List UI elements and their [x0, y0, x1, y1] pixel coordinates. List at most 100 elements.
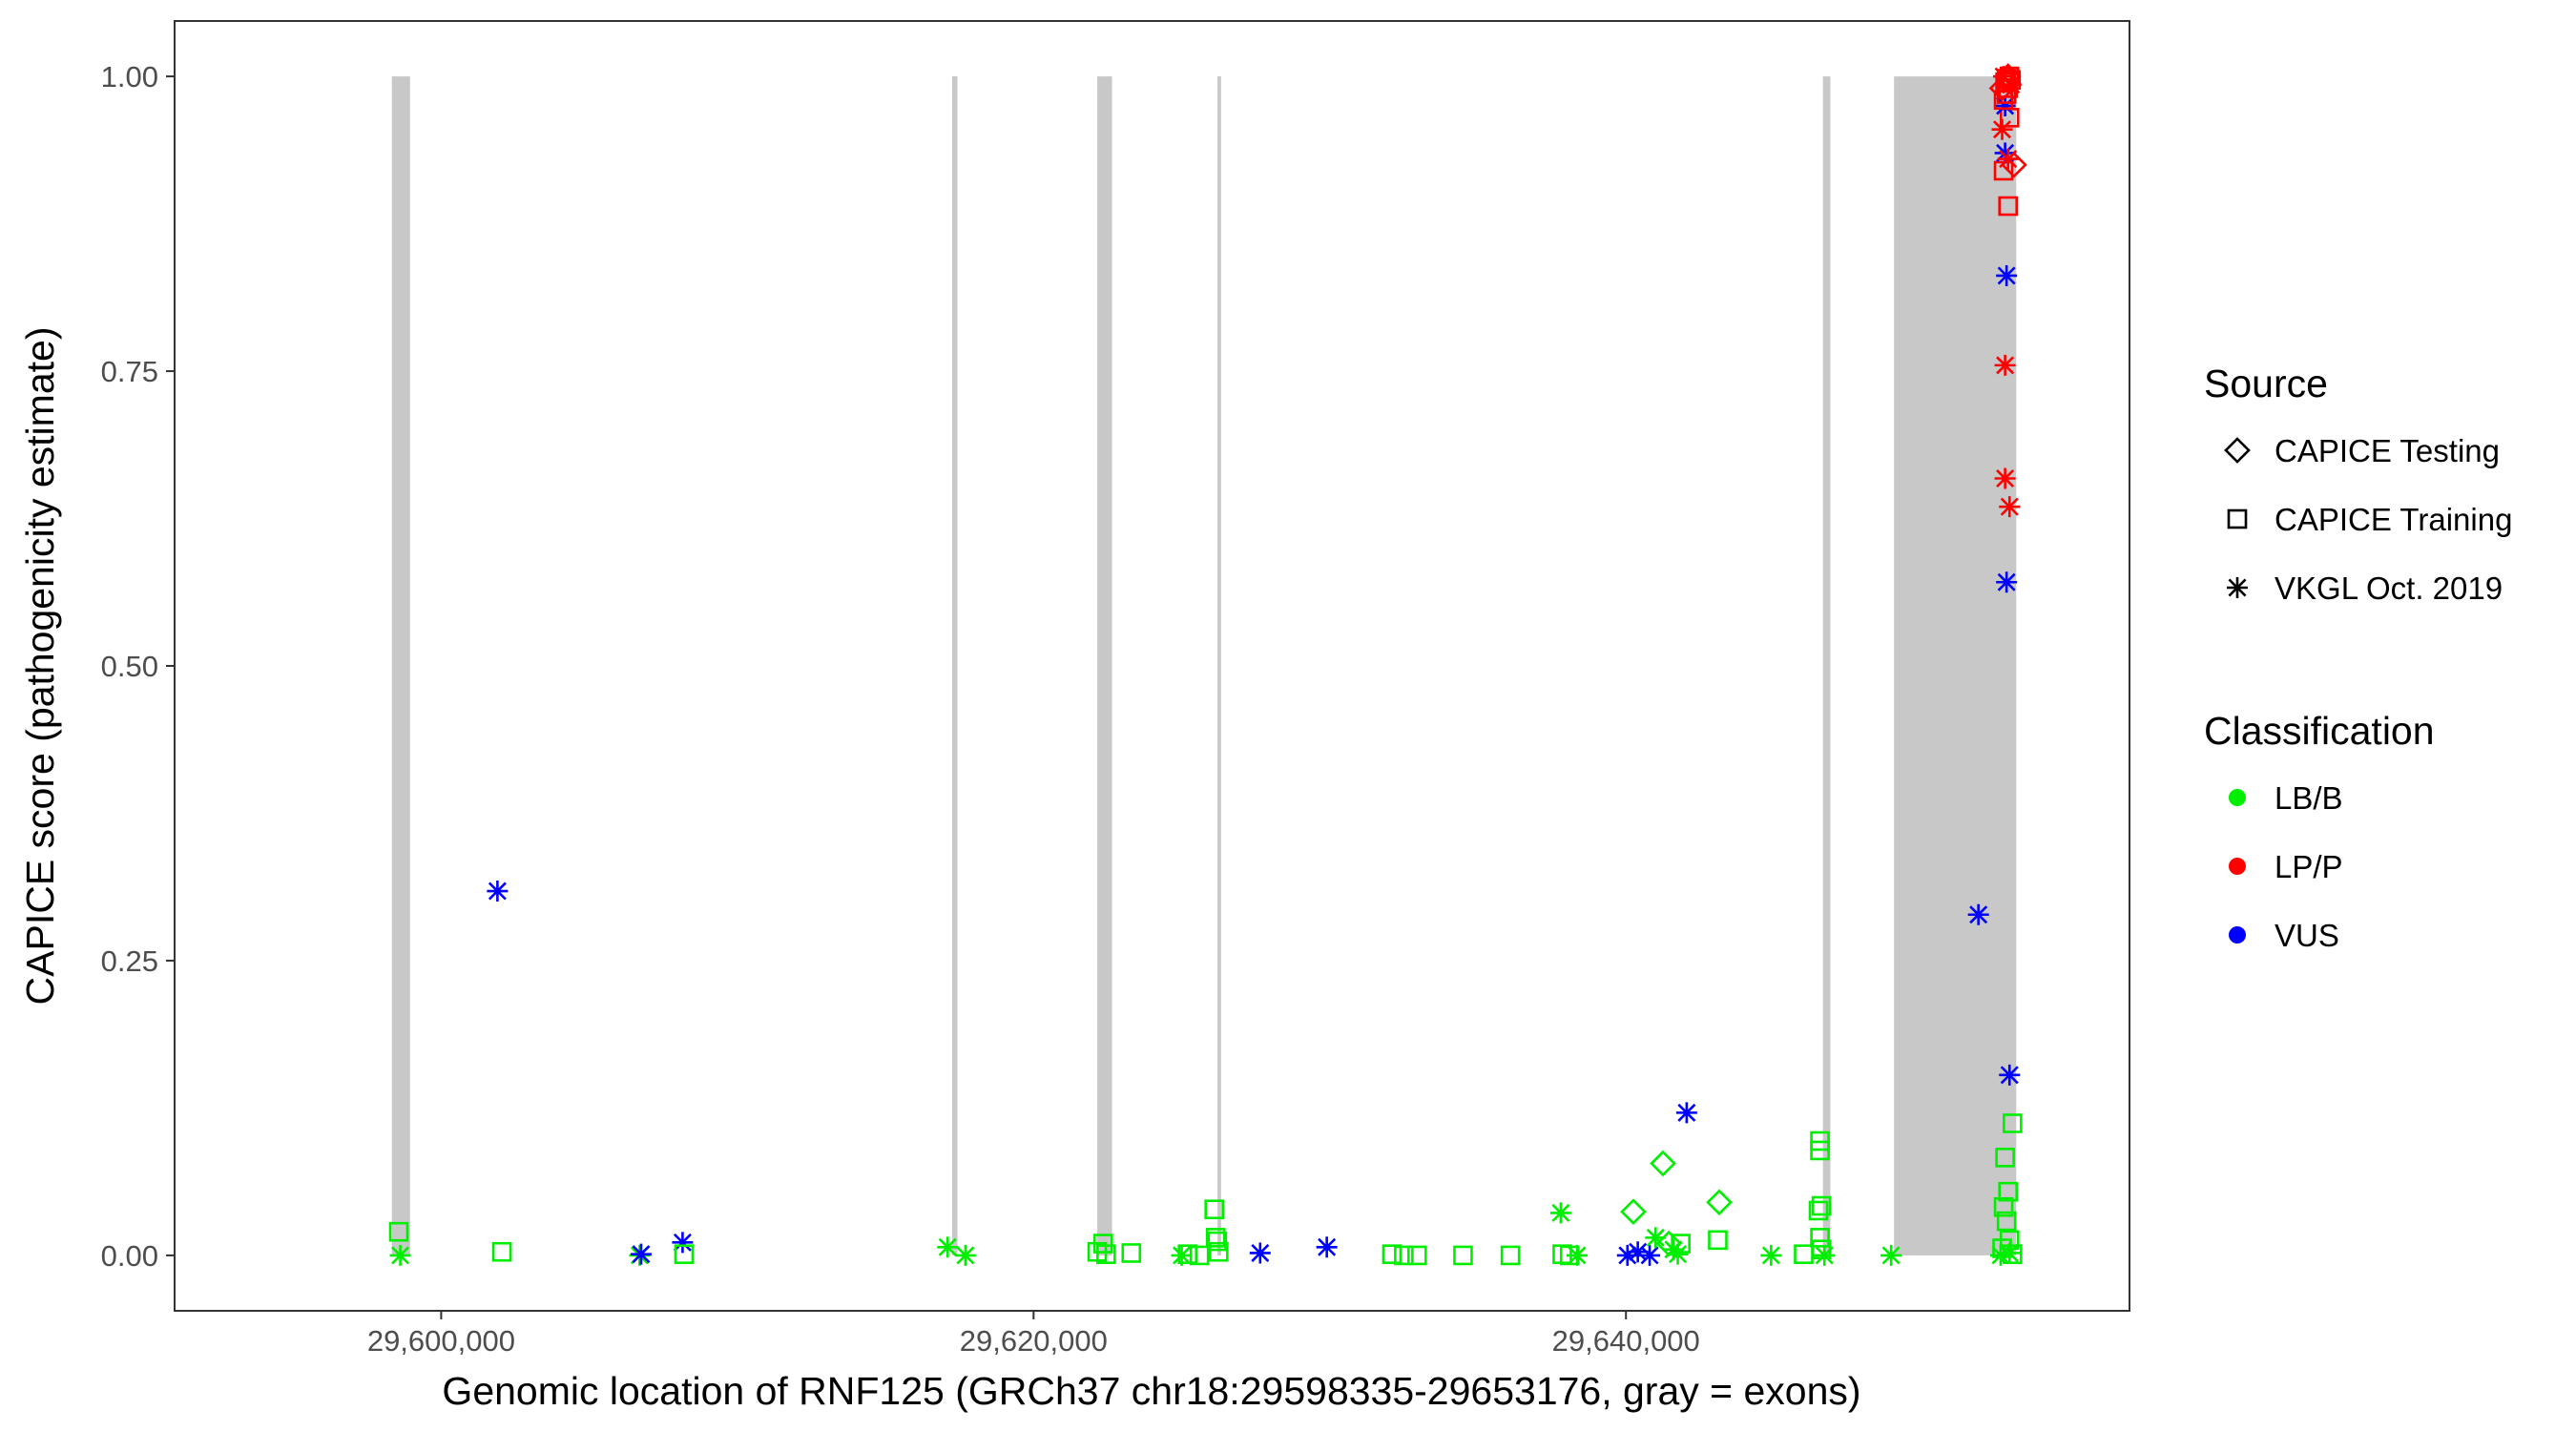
data-point: [1999, 1242, 2021, 1264]
data-point: [1249, 1242, 1271, 1264]
data-point: [1808, 1200, 1829, 1221]
x-tick-label: 29,600,000: [367, 1324, 515, 1358]
data-point: [1988, 74, 2016, 102]
legend-label: VKGL Oct. 2019: [2275, 570, 2503, 606]
exon-band-5: [1822, 76, 1831, 1255]
exon-layer: [391, 76, 2017, 1255]
data-point: [1996, 1211, 2017, 1232]
x-tick-label: 29,640,000: [1552, 1324, 1700, 1358]
data-point: [1645, 1227, 1667, 1249]
legend-key-diamond: [2224, 437, 2251, 464]
data-point: [1209, 1241, 1229, 1262]
legend-label: CAPICE Testing: [2275, 433, 2500, 468]
data-point: [1381, 1244, 1402, 1264]
data-point: [1706, 1189, 1733, 1216]
data-point: [1407, 1245, 1427, 1266]
legend-title-classification: Classification: [2204, 709, 2435, 753]
data-point: [1121, 1243, 1142, 1263]
data-point: [1616, 1244, 1638, 1266]
data-point: [674, 1244, 695, 1264]
legend-key-asterisk: [2227, 577, 2248, 598]
data-point: [1998, 196, 2019, 217]
data-point: [1627, 1241, 1649, 1263]
data-point: [1708, 1230, 1728, 1251]
data-point: [1207, 1231, 1228, 1252]
exon-band-3: [1097, 76, 1112, 1255]
legend-key-color: [2229, 789, 2246, 806]
data-point: [1204, 1199, 1224, 1220]
legend-key-color: [2229, 926, 2246, 944]
data-point: [1453, 1245, 1473, 1266]
legend-colors: LB/B LP/P VUS: [2229, 780, 2343, 953]
data-point: [1994, 354, 2016, 376]
data-point: [1667, 1243, 1689, 1265]
y-tick-label: 0.75: [101, 355, 158, 388]
legend-key-color: [2229, 858, 2246, 875]
data-point: [1998, 1181, 2019, 1202]
exon-band-4: [1217, 76, 1221, 1255]
data-point: [1995, 1148, 2015, 1168]
data-point: [1811, 1195, 1832, 1216]
exon-band-1: [391, 76, 410, 1255]
data-point: [1171, 1244, 1193, 1266]
data-point: [1205, 1228, 1226, 1248]
data-point: [491, 1241, 512, 1262]
data-point: [1997, 148, 2019, 170]
data-point: [1814, 1244, 1836, 1266]
point-layer: [388, 63, 2027, 1266]
data-point: [1996, 264, 2018, 286]
data-point: [1810, 1140, 1830, 1161]
data-point: [389, 1244, 411, 1266]
y-axis-title: CAPICE score (pathogenicity estimate): [18, 327, 62, 1006]
data-point: [1999, 496, 2021, 518]
data-point: [672, 1232, 694, 1254]
data-point: [1650, 1150, 1676, 1177]
data-point: [937, 1236, 959, 1258]
data-point: [1567, 1244, 1588, 1266]
data-point: [1999, 1064, 2021, 1086]
legend-title-source: Source: [2204, 362, 2328, 405]
data-point: [1189, 1245, 1210, 1266]
y-tick-label: 0.00: [101, 1239, 158, 1273]
data-point: [1994, 63, 2022, 90]
data-point: [1500, 1245, 1521, 1266]
data-point: [1994, 94, 2016, 116]
data-point: [1177, 1244, 1198, 1264]
data-point: [1620, 1198, 1647, 1226]
legend-label: CAPICE Training: [2275, 502, 2512, 537]
data-point: [1316, 1236, 1338, 1258]
data-point: [1639, 1244, 1661, 1266]
legend-label: LB/B: [2275, 780, 2343, 816]
data-point: [2003, 1113, 2023, 1133]
x-tick-label: 29,620,000: [960, 1324, 1108, 1358]
data-point: [1993, 1196, 2014, 1217]
data-point: [1991, 118, 2013, 140]
data-point: [630, 1243, 652, 1265]
data-point: [1760, 1244, 1782, 1266]
data-point: [1996, 571, 2018, 593]
data-point: [1810, 1228, 1830, 1248]
legend-label: VUS: [2275, 918, 2339, 953]
data-point: [1092, 1234, 1113, 1254]
y-axis: 0.00 0.25 0.50 0.75 1.00: [101, 60, 175, 1273]
exon-band-2: [951, 76, 958, 1255]
legend-key-square: [2227, 508, 2248, 529]
data-point: [1967, 903, 1989, 925]
x-axis: 29,600,000 29,620,000 29,640,000: [367, 1311, 1700, 1358]
exon-band-6: [1894, 76, 2017, 1255]
data-point: [487, 881, 509, 902]
y-tick-label: 1.00: [101, 60, 158, 93]
data-point: [1994, 467, 2016, 489]
legend-label: LP/P: [2275, 849, 2343, 884]
legend-shapes: CAPICE Testing CAPICE Training VKGL Oct. 2…: [2224, 433, 2512, 606]
data-point: [954, 1244, 976, 1266]
data-point: [388, 1221, 409, 1242]
data-point: [1989, 1244, 2011, 1266]
data-point: [1671, 1234, 1691, 1254]
data-point: [1096, 1244, 1116, 1264]
y-tick-label: 0.50: [101, 650, 158, 683]
y-tick-label: 0.25: [101, 944, 158, 978]
data-point: [1549, 1202, 1571, 1224]
